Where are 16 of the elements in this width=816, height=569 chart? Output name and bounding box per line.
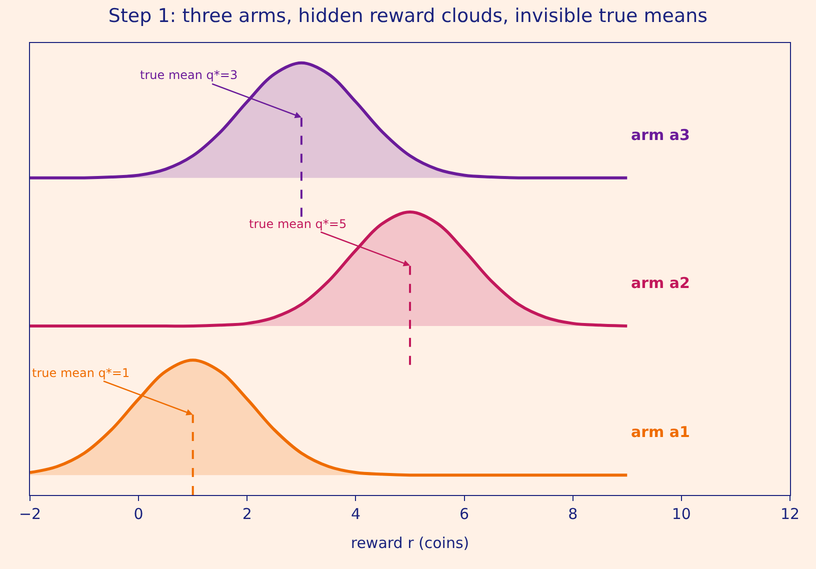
- annotation: true mean q*=3: [140, 68, 238, 82]
- x-axis-title: reward r (coins): [350, 534, 470, 552]
- text: arm a2: [631, 274, 690, 292]
- x-tick-label: 6: [460, 505, 470, 523]
- x-tick-label: 10: [672, 505, 691, 523]
- x-tick-label: −2: [18, 505, 42, 523]
- x-tick-label: 12: [780, 505, 800, 523]
- text: arm a1: [631, 423, 690, 441]
- text: arm a3: [631, 126, 690, 144]
- x-tick-label: 4: [350, 505, 360, 523]
- x-tick-label: 2: [242, 505, 252, 523]
- x-tick-label: 0: [134, 505, 144, 523]
- chart-title: Step 1: three arms, hidden reward clouds, invisible true means: [108, 4, 708, 27]
- x-tick-label: 8: [568, 505, 578, 523]
- annotation: true mean q*=1: [32, 366, 130, 380]
- annotation: true mean q*=5: [249, 217, 347, 231]
